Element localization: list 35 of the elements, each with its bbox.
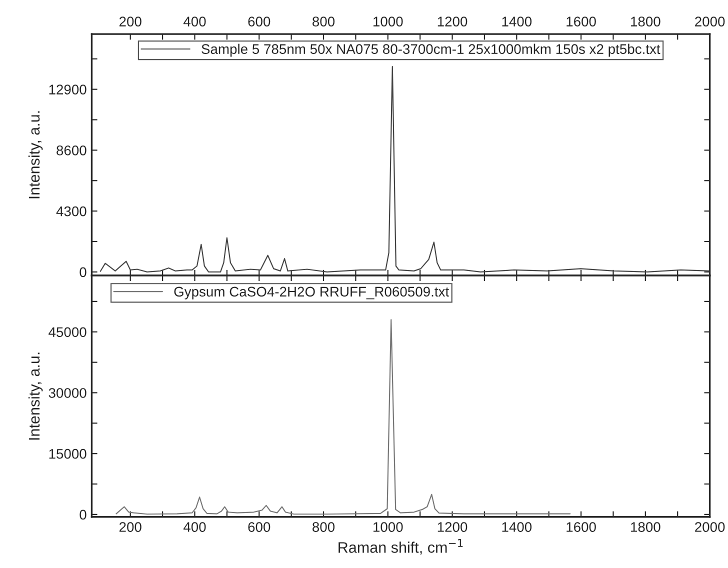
legend-label: Sample 5 785nm 50x NA075 80-3700cm-1 25x1000mkm 150s x2 pt5bc.txt <box>202 44 660 57</box>
y-tick-label: 12900 <box>49 84 86 94</box>
y-tick-label: 15000 <box>49 448 86 459</box>
x-tick-label: 200 <box>119 522 142 532</box>
y-tick-label: 30000 <box>48 388 86 398</box>
x-tick-label: 800 <box>312 522 335 532</box>
y-tick-label: 8600 <box>56 146 86 156</box>
x-tick-label: 400 <box>183 16 206 26</box>
x-tick-label: 600 <box>248 522 270 532</box>
x-tick-label: 400 <box>183 522 206 532</box>
y-tick-label: 4300 <box>56 206 86 216</box>
x-tick-label: 1600 <box>566 16 596 26</box>
legend-label: Gypsum CaSO4-2H2O RRUFF_R060509.txt <box>174 286 449 300</box>
x-tick-label: 800 <box>312 16 335 26</box>
x-tick-label: 1200 <box>438 522 468 532</box>
x-tick-label: 1000 <box>374 522 403 532</box>
x-tick-label: 1800 <box>631 522 660 532</box>
x-tick-label: 1000 <box>374 16 403 26</box>
x-axis-title: Raman shift, cm$^{−1}$ <box>338 539 463 555</box>
x-tick-label: 2000 <box>695 522 725 532</box>
x-tick-label: 1600 <box>566 522 596 532</box>
y-axis-title: Intensity, a.u. <box>28 352 43 440</box>
y-axis-title: Intensity, a.u. <box>28 111 43 198</box>
x-tick-label: 1800 <box>631 16 660 26</box>
x-tick-label: 1400 <box>502 522 532 532</box>
y-tick-label: 0 <box>80 510 86 520</box>
x-tick-label: 2000 <box>695 16 725 26</box>
y-tick-label: 0 <box>80 267 86 278</box>
x-tick-label: 1200 <box>438 16 468 26</box>
x-tick-label: 200 <box>119 16 142 26</box>
x-tick-label: 1400 <box>502 16 532 26</box>
line-series <box>116 319 571 515</box>
y-tick-label: 45000 <box>48 327 86 338</box>
line-series <box>100 66 710 272</box>
x-tick-label: 600 <box>248 16 270 26</box>
